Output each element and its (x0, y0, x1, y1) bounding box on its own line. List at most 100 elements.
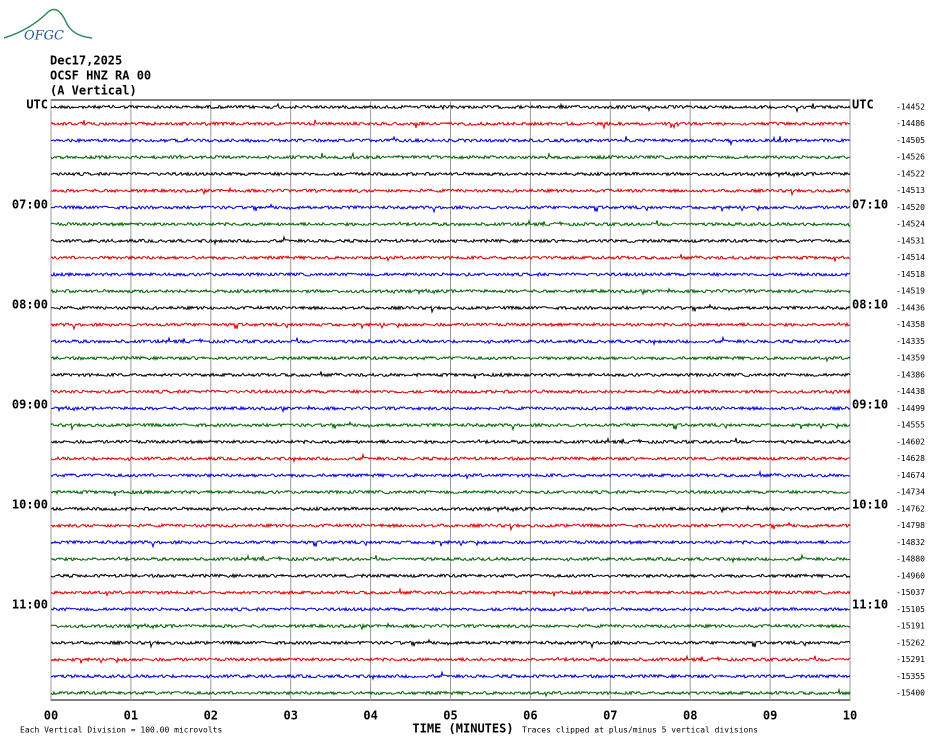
trace (50, 436, 851, 445)
trace (51, 606, 851, 613)
trace (50, 203, 851, 214)
trace (50, 638, 851, 649)
trace-offset: -14519 (896, 287, 925, 296)
trace (50, 539, 851, 549)
x-tick-label: 05 (443, 709, 457, 723)
trace-offset: -15400 (896, 689, 925, 698)
trace-offset: -14798 (896, 521, 925, 530)
trace (50, 321, 851, 331)
trace (50, 235, 851, 246)
trace-offset: -14335 (896, 337, 925, 346)
trace-offset: -15105 (896, 605, 925, 614)
trace (50, 102, 851, 114)
trace (50, 572, 851, 579)
right-time-label: UTC (852, 98, 874, 112)
trace-offset: -14499 (896, 404, 925, 413)
left-time-label: 08:00 (12, 298, 48, 312)
trace-offset: -14358 (896, 320, 925, 329)
trace (50, 553, 851, 564)
trace (50, 587, 851, 598)
right-time-label: 07:10 (852, 198, 888, 212)
trace-offset: -15037 (896, 588, 925, 597)
trace (50, 420, 851, 432)
x-tick-label: 09 (763, 709, 777, 723)
trace-offset: -14452 (896, 103, 925, 112)
right-time-label: 09:10 (852, 398, 888, 412)
trace (51, 335, 851, 346)
trace-offset: -14602 (896, 437, 925, 446)
left-time-label: 09:00 (12, 398, 48, 412)
trace-offset: -14518 (896, 270, 925, 279)
trace (50, 287, 851, 296)
trace (50, 687, 851, 698)
x-tick-label: 10 (843, 709, 857, 723)
trace (50, 135, 851, 147)
trace-offset: -14526 (896, 153, 925, 162)
trace (50, 452, 851, 464)
trace-offset: -14960 (896, 571, 925, 580)
trace (50, 355, 851, 363)
trace-offset: -14438 (896, 387, 925, 396)
component: (A Vertical) (50, 84, 137, 98)
trace (50, 170, 851, 178)
trace-offset: -14531 (896, 236, 925, 245)
right-time-label: 11:10 (852, 598, 888, 612)
trace-offset: -14832 (896, 538, 925, 547)
x-tick-label: 06 (523, 709, 537, 723)
trace-offset: -15262 (896, 638, 925, 647)
left-time-label: 11:00 (12, 598, 48, 612)
right-time-label: 08:10 (852, 298, 888, 312)
trace (50, 388, 851, 395)
left-time-label: 10:00 (12, 498, 48, 512)
trace-offset: -14734 (896, 488, 925, 497)
trace-offset: -14486 (896, 119, 925, 128)
trace-offset: -14522 (896, 169, 925, 178)
left-time-label: 07:00 (12, 198, 48, 212)
x-tick-label: 01 (124, 709, 138, 723)
trace (50, 489, 851, 497)
trace-offset: -14436 (896, 303, 925, 312)
logo: OFGC (24, 29, 64, 44)
trace (50, 186, 851, 197)
trace (50, 254, 851, 263)
trace (50, 621, 851, 631)
trace (50, 371, 851, 379)
clip-note: Traces clipped at plus/minus 5 vertical … (522, 726, 758, 735)
trace-offset: -14524 (896, 220, 925, 229)
trace (51, 504, 851, 514)
x-tick-label: 04 (363, 709, 377, 723)
trace-offset: -14514 (896, 253, 925, 262)
trace (50, 521, 851, 532)
x-tick-label: 08 (683, 709, 697, 723)
trace (50, 469, 851, 480)
trace-offset: -14674 (896, 471, 925, 480)
trace-offset: -15355 (896, 672, 925, 681)
logo-mark (3, 8, 93, 39)
trace-offset: -14520 (896, 203, 925, 212)
trace (50, 219, 851, 228)
trace-offset: -15191 (896, 622, 925, 631)
date: Dec17,2025 (50, 54, 122, 68)
x-axis-title: TIME (MINUTES) (412, 722, 513, 736)
x-tick-label: 00 (44, 709, 58, 723)
trace (50, 119, 851, 130)
x-tick-label: 07 (603, 709, 617, 723)
trace-offset: -14880 (896, 555, 925, 564)
trace (50, 404, 851, 413)
trace (50, 151, 851, 161)
trace-offset: -14505 (896, 136, 925, 145)
trace-offset: -14762 (896, 504, 925, 513)
scale-note: Each Vertical Division = 100.00 microvol… (20, 726, 222, 735)
trace-offset: -14555 (896, 421, 925, 430)
trace-offset: -15291 (896, 655, 925, 664)
trace-offset: -14628 (896, 454, 925, 463)
trace (50, 271, 851, 278)
x-tick-label: 02 (204, 709, 218, 723)
trace-offset: -14513 (896, 186, 925, 195)
trace (50, 303, 851, 314)
trace-offset: -14386 (896, 370, 925, 379)
x-tick-label: 03 (283, 709, 297, 723)
station: OCSF HNZ RA 00 (50, 69, 151, 83)
left-time-label: UTC (26, 98, 48, 112)
